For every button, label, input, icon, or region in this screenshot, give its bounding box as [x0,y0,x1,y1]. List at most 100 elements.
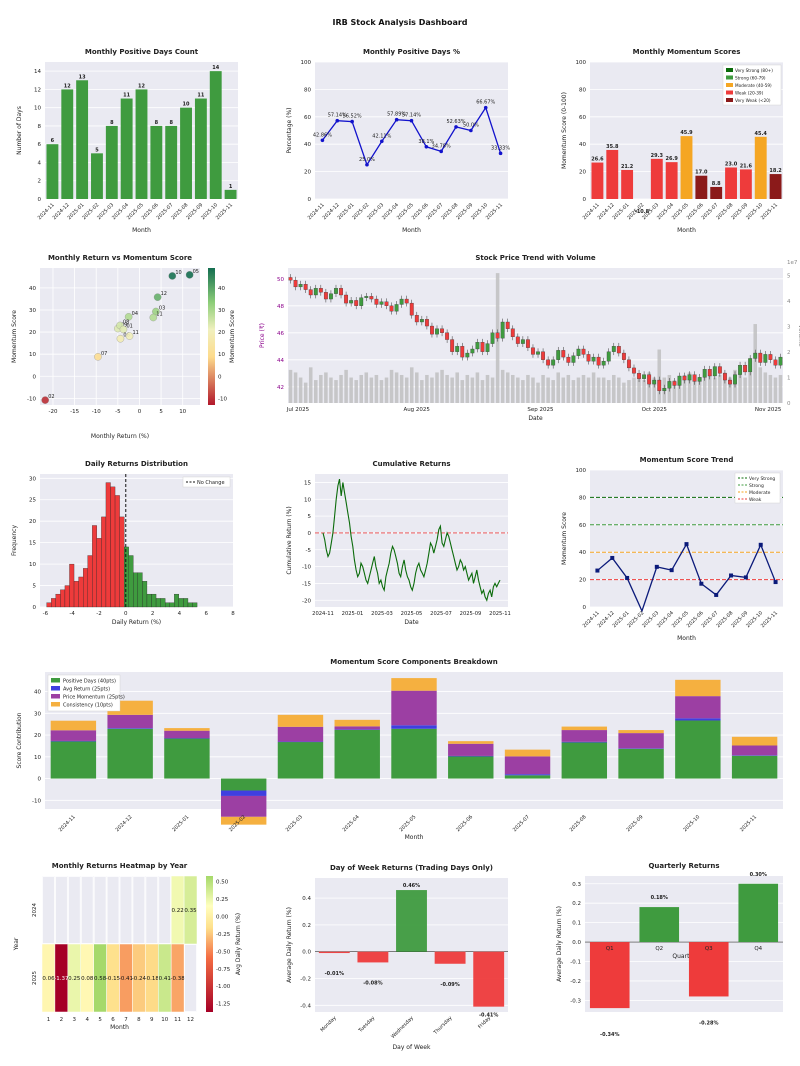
heatmap-cell [183,875,198,945]
returns-dist-bin [64,585,70,608]
quarterly-ytick: -0.1 [570,959,581,965]
pos-days-bar [194,98,207,199]
momentum-scores-title: Monthly Momentum Scores [633,48,741,56]
pos-days-bar [165,125,178,199]
returns-dist-bin [110,486,116,608]
heatmap-empty-cell [55,876,68,944]
price-trend-candle [298,284,303,288]
momentum-trend-title: Momentum Score Trend [640,456,734,464]
returns-dist-xlabel: Daily Return (%) [112,619,161,626]
pos-days-value-label: 13 [79,74,86,80]
dow-value-label: -0.09% [440,982,459,988]
pos-days-bar [180,107,192,199]
quarterly-xtick: Q3 [705,946,713,952]
price-trend-volume-bar [455,372,459,403]
cumulative-ylabel: Cumulative Return (%) [286,506,293,574]
components-segment [220,795,267,817]
heatmap-cell-label: -0.18 [145,976,160,982]
price-trend-volume-bar [516,377,520,403]
dow-bar [357,951,389,963]
pos-pct-value-label: 38.1% [418,139,434,145]
heatmap-empty-cell [184,944,197,1012]
return-vs-momentum-point-label: 11 [156,311,162,317]
components-segment [675,720,721,779]
returns-dist-bin [133,572,138,608]
price-trend-candle [627,359,631,369]
dow-ytick: 0.4 [302,896,311,902]
price-trend-candle [566,356,571,363]
momentum-scores-bar [591,162,604,199]
momentum-trend-chart: Momentum Score Trend Month Momentum Score 0… [561,456,783,642]
momentum-scores-value-label: -10.8 [635,209,650,215]
pos-days-ytick: 6 [38,142,42,148]
quarterly-xlabel: Quarter [672,953,696,960]
momentum-trend-ytick: 100 [576,468,587,474]
momentum-scores-legend-swatch [726,98,733,102]
price-trend-volume-bar [556,372,560,403]
heatmap-col-label: 9 [150,1017,154,1023]
price-trend-ytick: 48 [277,304,284,310]
pos-days-bar [209,71,222,199]
pos-pct-point [380,139,384,144]
returns-dist-chart: Daily Returns Distribution Daily Return (… [11,460,235,626]
pos-days-bar [105,125,118,199]
return-vs-momentum-xtick: -20 [48,409,57,415]
returns-dist-bin [55,593,61,608]
cumulative-xtick: 2025-01 [342,611,364,617]
price-trend-volume-bar [288,369,293,403]
price-trend-volume-bar [399,374,404,403]
price-trend-volume-bar [511,374,515,403]
quarterly-ytick: -0.3 [570,998,581,1004]
pos-days-bar [46,144,59,199]
components-segment [448,756,494,779]
return-vs-momentum-point [185,271,194,279]
heatmap-col-label: 5 [98,1017,102,1023]
price-trend-volume-bar [586,377,591,403]
pos-pct-point [439,149,443,154]
returns-dist-xtick: -6 [43,611,49,617]
components-legend-swatch [51,694,60,699]
price-trend-volume-bar [606,380,611,403]
heatmap-colorbar-tick: 0.25 [216,897,229,903]
price-trend-volume-bar [581,374,586,403]
pos-pct-value-label: 57.89% [387,112,406,118]
momentum-scores-legend-label: Moderate (40-59) [735,83,772,88]
price-trend-candle [414,315,419,323]
return-vs-momentum-title: Monthly Return vs Momentum Score [48,254,192,262]
heatmap-chart: Monthly Returns Heatmap by Year Month Year… [13,862,242,1031]
return-vs-momentum-point-label: 04 [132,311,138,317]
return-vs-momentum-ytick: 20 [29,330,36,336]
heatmap-colorbar-tick: 0.50 [216,880,229,886]
heatmap-empty-cell [145,876,159,944]
pos-days-ytick: 14 [34,69,41,75]
price-trend-candle [424,319,429,327]
price-trend-candle [389,305,394,312]
pos-days-bar [120,98,133,199]
price-trend-volume-bar [409,367,414,403]
returns-dist-xtick: 4 [178,611,182,617]
returns-dist-xtick: 2 [151,611,155,617]
momentum-scores-legend: Very Strong (80+) Strong (60-79) Moderate … [722,64,782,106]
pos-pct-value-label: 33.33% [491,145,510,151]
pos-days-value-label: 5 [95,147,99,153]
pos-pct-xlabel: Month [402,227,421,234]
price-trend-candle [526,339,530,348]
price-trend-candle [556,350,561,360]
quarterly-bar [738,883,779,943]
momentum-scores-xtick: 2025-11 [760,202,779,221]
quarterly-ytick: 0.3 [572,882,581,888]
price-trend-volume-bar [384,377,389,403]
price-trend-candle [541,351,545,360]
price-trend-candle [667,381,672,389]
returns-dist-legend-label: No Change [197,480,225,486]
price-trend-candle [561,350,566,358]
quarterly-value-label: -0.34% [600,1032,619,1038]
momentum-scores-bar [680,136,693,199]
heatmap-col-label: 6 [111,1017,115,1023]
momentum-trend-ylabel: Momentum Score [561,512,568,565]
heatmap-ylabel: Year [13,937,20,951]
components-segment [391,690,437,726]
momentum-scores-bar [754,136,767,199]
components-segment [164,738,210,739]
components-segment [391,678,437,691]
